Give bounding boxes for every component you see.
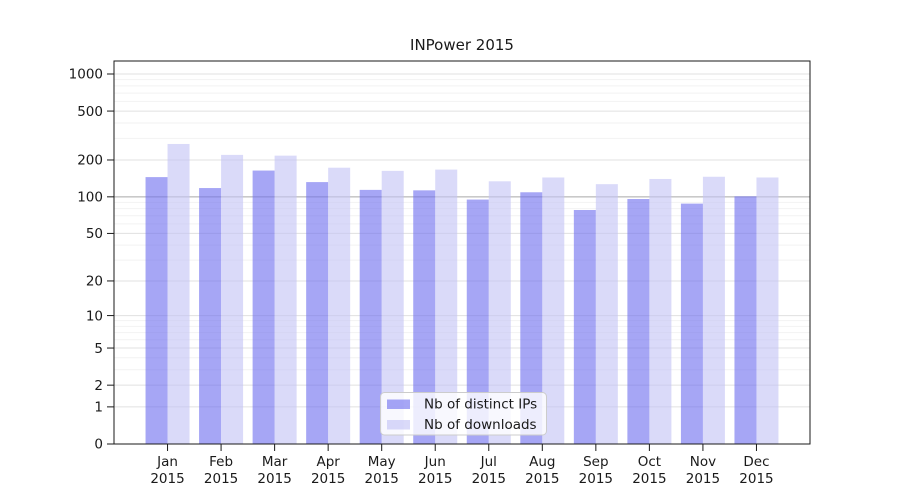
bar-downloads [221, 154, 244, 444]
bar-downloads [274, 155, 297, 445]
bar-distinct-ips [627, 199, 650, 444]
bar-distinct-ips [573, 209, 596, 444]
y-tick-label: 1 [94, 400, 103, 416]
bar-downloads [542, 177, 565, 444]
bar-downloads [649, 178, 672, 444]
x-tick-label: May 2015 [365, 454, 399, 487]
plot-border [113, 60, 811, 445]
bar-downloads [488, 181, 511, 444]
y-tick-label: 0 [94, 437, 103, 453]
y-tick-label: 1000 [69, 67, 103, 83]
bar-distinct-ips [359, 189, 382, 444]
legend-swatch [387, 399, 410, 409]
x-tick-label: Feb 2015 [204, 454, 238, 487]
legend-item-label: Nb of downloads [424, 417, 537, 433]
x-tick-label: Apr 2015 [311, 454, 345, 487]
y-tick-label: 500 [77, 104, 103, 120]
x-tick-label: Mar 2015 [257, 454, 291, 487]
axes-layer: 0 1 2 5 10 20 50 100 200 500 1000 Jan 2015 Feb 2015 Mar… [69, 60, 811, 487]
bar-distinct-ips [520, 192, 543, 444]
bar-distinct-ips [680, 203, 703, 444]
bar-distinct-ips [252, 170, 275, 445]
y-tick-label: 10 [86, 308, 103, 324]
bar-distinct-ips [306, 182, 329, 444]
y-tick-label: 100 [77, 190, 103, 206]
bar-downloads [595, 184, 618, 444]
x-tick-label: Sep 2015 [579, 454, 613, 487]
bar-downloads [328, 167, 351, 444]
x-tick-label: Jun 2015 [418, 454, 452, 487]
bar-downloads [702, 176, 725, 444]
bar-distinct-ips [466, 199, 489, 444]
x-tick-label: Jul 2015 [472, 454, 506, 487]
y-tick-label: 5 [94, 341, 103, 357]
bars-layer [145, 143, 779, 445]
y-tick-label: 2 [94, 378, 103, 394]
bar-distinct-ips [145, 177, 168, 445]
y-tick-label: 200 [77, 153, 103, 169]
x-tick-label: Jan 2015 [150, 454, 184, 487]
bar-downloads [435, 169, 458, 444]
x-tick-label: Dec 2015 [739, 454, 773, 487]
bar-downloads [381, 170, 404, 445]
legend-swatch [387, 420, 410, 430]
x-tick-label: Oct 2015 [632, 454, 666, 487]
x-tick-label: Nov 2015 [686, 454, 720, 487]
bar-downloads [167, 143, 190, 444]
x-tick-label: Aug 2015 [525, 454, 559, 487]
bar-distinct-ips [734, 196, 757, 444]
y-tick-label: 50 [86, 226, 103, 242]
legend: Nb of distinct IPs Nb of downloads [380, 392, 547, 436]
legend-box [380, 392, 547, 436]
bar-downloads [756, 177, 779, 444]
legend-item-label: Nb of distinct IPs [424, 397, 537, 413]
y-tick-label: 20 [86, 274, 103, 290]
bar-distinct-ips [413, 190, 436, 444]
chart-title: INPower 2015 [410, 36, 514, 54]
bar-distinct-ips [199, 188, 222, 444]
